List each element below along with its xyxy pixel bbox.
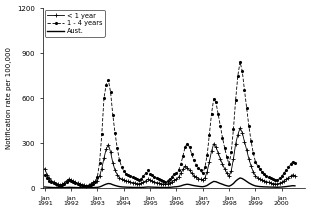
- Aust.: [238, 177, 242, 179]
- < 1 year: [126, 180, 130, 183]
- 1 - 4 years: [238, 61, 242, 63]
- Legend: < 1 year, 1 - 4 years, Aust.: < 1 year, 1 - 4 years, Aust.: [44, 10, 105, 37]
- < 1 year: [238, 127, 242, 129]
- < 1 year: [43, 167, 47, 170]
- < 1 year: [85, 184, 88, 187]
- Aust.: [43, 186, 47, 188]
- 1 - 4 years: [293, 162, 297, 165]
- 1 - 4 years: [102, 97, 106, 99]
- 1 - 4 years: [267, 176, 271, 179]
- Line: 1 - 4 years: 1 - 4 years: [43, 60, 297, 188]
- < 1 year: [293, 174, 297, 177]
- 1 - 4 years: [85, 185, 88, 187]
- Aust.: [293, 185, 297, 187]
- Aust.: [197, 185, 200, 188]
- 1 - 4 years: [139, 177, 143, 180]
- 1 - 4 years: [126, 174, 130, 176]
- Aust.: [267, 186, 271, 188]
- Aust.: [139, 186, 143, 189]
- Aust.: [85, 187, 88, 189]
- < 1 year: [267, 181, 271, 184]
- Aust.: [126, 186, 130, 188]
- 1 - 4 years: [43, 173, 47, 176]
- < 1 year: [139, 182, 143, 184]
- 1 - 4 years: [76, 183, 80, 185]
- < 1 year: [102, 157, 106, 159]
- Line: Aust.: Aust.: [45, 178, 295, 188]
- Line: < 1 year: < 1 year: [43, 126, 297, 188]
- Y-axis label: Notification rate per 100,000: Notification rate per 100,000: [6, 47, 12, 149]
- Aust.: [102, 184, 106, 186]
- < 1 year: [76, 182, 80, 184]
- 1 - 4 years: [197, 166, 200, 169]
- Aust.: [76, 186, 80, 189]
- < 1 year: [197, 177, 200, 180]
